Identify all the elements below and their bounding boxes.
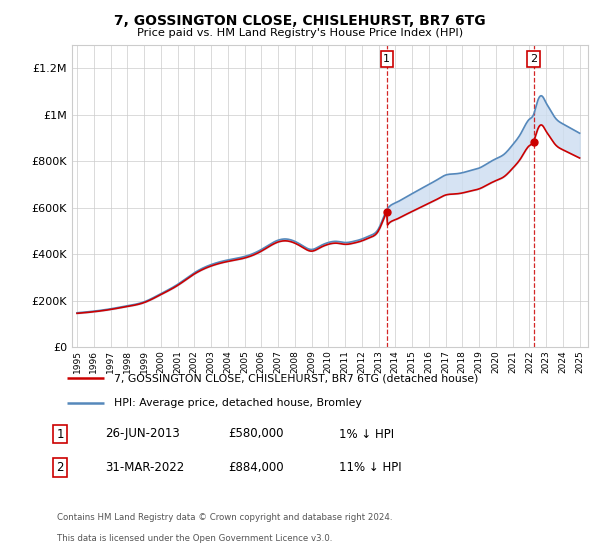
Text: 2: 2 xyxy=(530,54,537,64)
Text: 2: 2 xyxy=(56,461,64,474)
Text: 1: 1 xyxy=(383,54,390,64)
Text: 7, GOSSINGTON CLOSE, CHISLEHURST, BR7 6TG (detached house): 7, GOSSINGTON CLOSE, CHISLEHURST, BR7 6T… xyxy=(115,374,479,384)
Text: 26-JUN-2013: 26-JUN-2013 xyxy=(105,427,180,441)
Text: 1% ↓ HPI: 1% ↓ HPI xyxy=(339,427,394,441)
Text: £580,000: £580,000 xyxy=(228,427,284,441)
Text: This data is licensed under the Open Government Licence v3.0.: This data is licensed under the Open Gov… xyxy=(57,534,332,543)
Text: 11% ↓ HPI: 11% ↓ HPI xyxy=(339,461,401,474)
Text: 31-MAR-2022: 31-MAR-2022 xyxy=(105,461,184,474)
Text: £884,000: £884,000 xyxy=(228,461,284,474)
Text: HPI: Average price, detached house, Bromley: HPI: Average price, detached house, Brom… xyxy=(115,398,362,408)
Text: 7, GOSSINGTON CLOSE, CHISLEHURST, BR7 6TG: 7, GOSSINGTON CLOSE, CHISLEHURST, BR7 6T… xyxy=(114,14,486,28)
Text: 1: 1 xyxy=(56,427,64,441)
Text: Contains HM Land Registry data © Crown copyright and database right 2024.: Contains HM Land Registry data © Crown c… xyxy=(57,513,392,522)
Text: Price paid vs. HM Land Registry's House Price Index (HPI): Price paid vs. HM Land Registry's House … xyxy=(137,28,463,38)
